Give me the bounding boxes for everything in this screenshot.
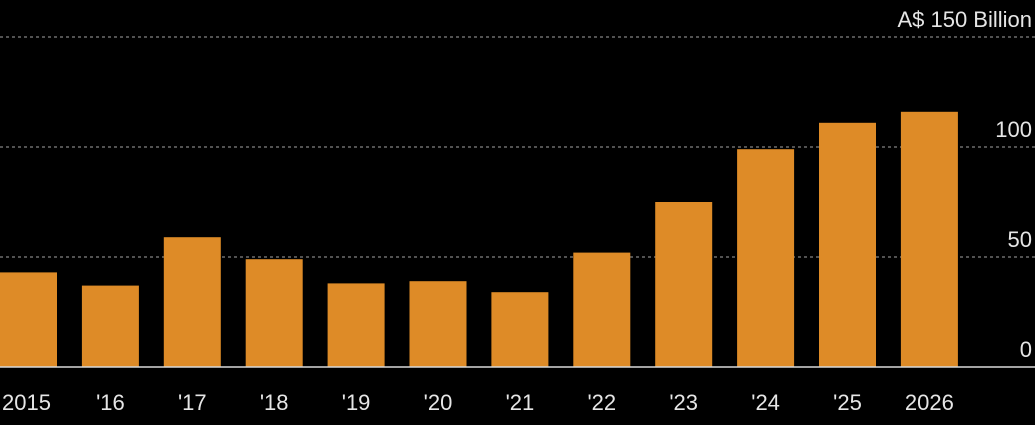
- bar: [573, 252, 631, 367]
- bar: [737, 149, 795, 367]
- bar: [655, 202, 713, 367]
- x-tick-label: '16: [96, 390, 125, 415]
- x-tick-label: '20: [424, 390, 453, 415]
- x-tick-label: '17: [178, 390, 207, 415]
- x-tick-label: 2015: [2, 390, 51, 415]
- bars: [0, 111, 958, 367]
- bar: [245, 259, 303, 367]
- x-tick-label: '21: [506, 390, 535, 415]
- y-tick-label: 50: [1008, 227, 1032, 252]
- grid-lines: [0, 36, 1035, 258]
- y-tick-labels: A$ 150 Billion 100 50 0: [897, 7, 1032, 362]
- x-tick-label: '18: [260, 390, 289, 415]
- x-tick-label: '19: [342, 390, 371, 415]
- x-tick-labels: 2015 '16 '17 '18 '19 '20 '21 '22 '23 '24 '25 2026: [2, 390, 954, 415]
- bar: [0, 272, 57, 367]
- x-tick-label: 2026: [905, 390, 954, 415]
- bar: [819, 122, 876, 367]
- x-tick-label: '24: [751, 390, 780, 415]
- y-tick-label: 0: [1020, 337, 1032, 362]
- x-tick-label: '25: [833, 390, 862, 415]
- y-tick-label: 100: [995, 117, 1032, 142]
- bar: [409, 281, 467, 367]
- bar: [491, 292, 549, 367]
- x-tick-label: '22: [587, 390, 616, 415]
- y-tick-label: A$ 150 Billion: [897, 7, 1032, 32]
- bar: [327, 283, 385, 367]
- bar: [900, 111, 958, 367]
- bar: [163, 237, 221, 367]
- bar: [81, 285, 139, 367]
- x-tick-label: '23: [669, 390, 698, 415]
